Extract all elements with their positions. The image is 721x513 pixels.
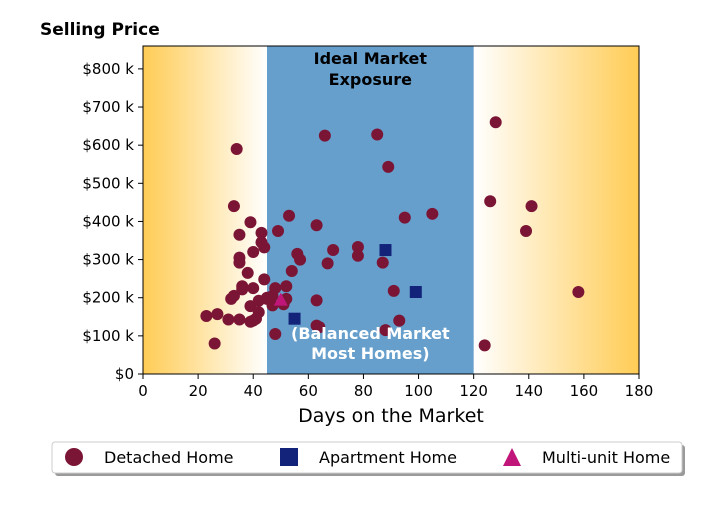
legend-apartment-marker — [280, 448, 298, 466]
x-axis-title: Days on the Market — [298, 405, 484, 427]
point-circle-0-50 — [351, 249, 364, 262]
point-circle-0-48 — [327, 244, 340, 257]
point-circle-0-57 — [398, 211, 411, 224]
point-square-1-2 — [409, 286, 422, 298]
y-tick-label-3: $300 k — [82, 251, 134, 269]
point-circle-0-0 — [200, 310, 213, 323]
point-circle-0-39 — [285, 265, 298, 278]
point-circle-0-61 — [489, 116, 502, 129]
x-tick-label-8: 160 — [570, 382, 599, 400]
point-circle-0-38 — [283, 209, 296, 222]
point-circle-0-11 — [233, 313, 246, 326]
plot-area: Ideal Market Exposure (Balanced Market M… — [142, 45, 640, 375]
legend-box — [51, 441, 683, 474]
ideal-exposure-band — [267, 46, 474, 374]
band-label-bottom-line2: Most Homes) — [311, 344, 429, 363]
point-square-1-0 — [288, 312, 301, 325]
point-circle-0-10 — [233, 228, 246, 241]
point-circle-0-26 — [258, 241, 271, 254]
point-circle-0-31 — [266, 299, 279, 312]
y-tick-label-5: $500 k — [82, 174, 134, 192]
point-circle-0-14 — [241, 266, 254, 279]
x-tick-label-3: 60 — [299, 382, 318, 400]
x-axis: 0 20 40 60 80 100 120 140 160 180 — [138, 374, 653, 400]
point-circle-0-24 — [255, 226, 268, 239]
point-square-1-1 — [379, 244, 392, 257]
plot-frame — [142, 45, 640, 375]
point-circle-0-46 — [318, 129, 331, 142]
x-tick-label-6: 120 — [459, 382, 488, 400]
point-circle-0-34 — [272, 224, 285, 237]
y-tick-label-6: $600 k — [82, 136, 134, 154]
point-circle-0-32 — [269, 327, 282, 340]
point-circle-0-33 — [269, 282, 282, 295]
point-circle-0-51 — [371, 128, 384, 141]
point-circle-0-9 — [233, 256, 246, 269]
point-circle-0-60 — [484, 195, 497, 208]
point-circle-0-18 — [247, 245, 260, 258]
point-circle-0-49 — [351, 240, 364, 253]
point-circle-0-45 — [313, 321, 326, 334]
point-circle-0-15 — [244, 216, 257, 229]
point-circle-0-19 — [247, 282, 260, 295]
point-circle-0-64 — [572, 286, 585, 298]
point-circle-0-36 — [280, 280, 293, 293]
y-tick-label-0: $0 — [115, 365, 134, 383]
y-tick-label-4: $400 k — [82, 212, 134, 230]
point-circle-0-62 — [520, 224, 533, 237]
point-circle-0-54 — [382, 160, 395, 173]
point-circle-0-7 — [230, 142, 243, 155]
x-tick-label-7: 140 — [514, 382, 543, 400]
legend-multiunit-label: Multi-unit Home — [542, 448, 670, 467]
data-points — [200, 116, 585, 352]
x-tick-label-9: 180 — [625, 382, 654, 400]
point-triangle-2-0 — [273, 292, 288, 306]
x-tick-label-0: 0 — [138, 382, 148, 400]
y-tick-label-2: $200 k — [82, 289, 134, 307]
point-circle-0-13 — [236, 283, 249, 296]
band-label-top-line1: Ideal Market — [314, 49, 428, 68]
band-label-top-line2: Exposure — [329, 70, 413, 89]
point-circle-0-58 — [426, 207, 439, 220]
point-circle-0-2 — [211, 308, 224, 321]
point-circle-0-3 — [222, 313, 235, 326]
legend: Detached Home Apartment Home Multi-unit … — [51, 441, 685, 476]
legend-detached-label: Detached Home — [104, 448, 234, 467]
chart-title: Selling Price — [40, 20, 160, 40]
legend-detached-marker — [65, 448, 83, 466]
point-circle-0-1 — [208, 337, 221, 350]
point-circle-0-43 — [310, 294, 323, 307]
point-circle-0-52 — [376, 256, 389, 269]
point-circle-0-22 — [252, 306, 265, 319]
point-circle-0-42 — [310, 219, 323, 232]
x-tick-label-2: 40 — [244, 382, 263, 400]
point-circle-0-56 — [393, 314, 406, 327]
y-tick-label-8: $800 k — [82, 60, 134, 78]
point-circle-0-47 — [321, 257, 334, 270]
right-gradient-region — [473, 46, 639, 374]
x-tick-label-1: 20 — [189, 382, 208, 400]
y-tick-label-1: $100 k — [82, 327, 134, 345]
point-circle-0-6 — [227, 289, 240, 302]
point-circle-0-55 — [387, 284, 400, 297]
legend-apartment-label: Apartment Home — [319, 448, 457, 467]
legend-multiunit-marker — [503, 448, 521, 466]
point-circle-0-41 — [294, 253, 307, 266]
band-label-bottom-line1: (Balanced Market — [291, 324, 450, 343]
point-circle-0-63 — [525, 200, 538, 213]
point-circle-0-53 — [379, 324, 392, 337]
y-axis: $0 $100 k $200 k $300 k $400 k $500 k $600 k $7… — [82, 60, 143, 383]
x-tick-label-5: 100 — [404, 382, 433, 400]
point-circle-0-5 — [227, 200, 240, 213]
point-circle-0-27 — [258, 273, 271, 286]
x-tick-label-4: 80 — [354, 382, 373, 400]
point-circle-0-59 — [478, 339, 491, 352]
y-tick-label-7: $700 k — [82, 98, 134, 116]
